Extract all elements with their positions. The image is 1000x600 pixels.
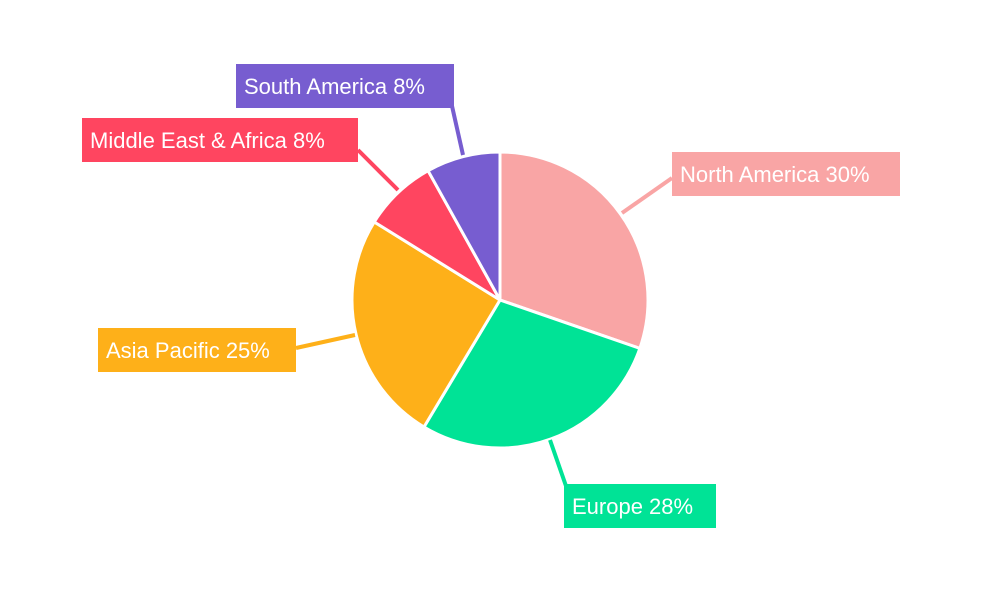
data-label: South America 8% xyxy=(244,74,425,99)
data-label-box xyxy=(672,152,900,196)
pie-slice-north-america[interactable] xyxy=(498,150,650,350)
data-label: North America 30% xyxy=(680,162,870,187)
data-label-box xyxy=(564,484,716,528)
data-label: Europe 28% xyxy=(572,494,693,519)
data-label-box xyxy=(236,64,454,108)
leader-line xyxy=(295,333,356,350)
pie-slice-asia-pacific[interactable] xyxy=(350,220,502,429)
leader-line xyxy=(450,105,465,156)
leader-line xyxy=(356,148,400,192)
leader-line xyxy=(620,176,674,215)
pie-slice-south-america[interactable] xyxy=(426,150,502,302)
data-label: Middle East & Africa 8% xyxy=(90,128,325,153)
data-label-box xyxy=(98,328,296,372)
data-label-box xyxy=(82,118,358,162)
leader-line xyxy=(548,439,568,487)
data-label: Asia Pacific 25% xyxy=(106,338,270,363)
